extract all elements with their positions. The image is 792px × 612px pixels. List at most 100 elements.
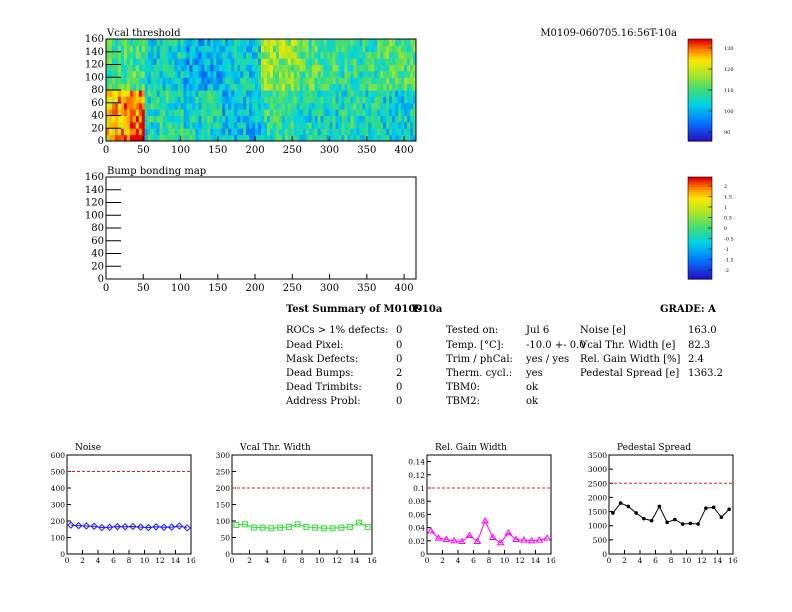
heatmap-cell bbox=[374, 134, 378, 142]
heatmap-cell bbox=[213, 128, 217, 136]
heatmap-cell bbox=[383, 102, 387, 110]
heatmap-cell bbox=[168, 39, 173, 46]
heatmap-cell bbox=[252, 51, 256, 59]
heatmap-cell bbox=[275, 77, 280, 85]
heatmap-cell bbox=[344, 39, 348, 46]
heatmap-cell bbox=[344, 102, 348, 110]
heatmap-cell bbox=[123, 39, 128, 46]
heatmap-cell bbox=[201, 102, 205, 110]
heatmap-cell bbox=[296, 134, 301, 142]
heatmap-cell bbox=[201, 128, 205, 136]
heatmap-cell bbox=[114, 96, 119, 104]
palette-segment bbox=[688, 90, 712, 94]
data-point bbox=[320, 525, 327, 532]
heatmap-cell bbox=[263, 83, 268, 91]
heatmap-cell bbox=[243, 83, 247, 91]
heatmap-cell bbox=[261, 51, 265, 59]
heatmap-cell bbox=[186, 90, 190, 97]
heatmap-cell bbox=[284, 51, 289, 59]
heatmap-cell bbox=[341, 90, 345, 97]
heatmap-cell bbox=[320, 96, 325, 104]
heatmap-cell bbox=[281, 70, 286, 78]
heatmap-cell bbox=[317, 121, 322, 129]
heatmap-cell bbox=[326, 121, 331, 129]
heatmap-cell bbox=[117, 128, 122, 136]
heatmap-cell bbox=[386, 115, 390, 123]
heatmap-cell bbox=[207, 77, 211, 85]
heatmap-cell bbox=[341, 109, 345, 116]
data-point bbox=[167, 523, 176, 531]
heatmap-cell bbox=[195, 58, 199, 65]
heatmap-cell bbox=[219, 128, 223, 136]
heatmap-cell bbox=[141, 109, 146, 116]
palette-label: 0 bbox=[724, 226, 727, 232]
heatmap-cell bbox=[174, 90, 179, 97]
heatmap-cell bbox=[135, 45, 140, 53]
defect-label: ROCs > 1% defects: bbox=[286, 325, 389, 336]
heatmap-cell bbox=[231, 83, 235, 91]
heatmap-cell bbox=[404, 121, 408, 129]
heatmap-cell bbox=[186, 109, 190, 116]
heatmap-cell bbox=[395, 102, 399, 110]
heatmap-cell bbox=[305, 115, 310, 123]
heatmap-cell bbox=[392, 121, 396, 129]
palette-segment bbox=[688, 189, 712, 193]
condition-value: ok bbox=[526, 396, 539, 407]
heatmap-cell bbox=[356, 70, 360, 78]
heatmap-cell bbox=[165, 121, 170, 129]
data-point bbox=[113, 522, 122, 531]
heatmap-cell bbox=[392, 77, 396, 85]
heatmap-cell bbox=[195, 39, 199, 46]
heatmap-cell bbox=[189, 45, 193, 53]
vcal-threshold-map: 0 50 100 150 200 250 300 350 4000204060801001201… bbox=[85, 28, 734, 156]
heatmap-cell bbox=[395, 51, 399, 59]
heatmap-cell bbox=[269, 64, 274, 72]
heatmap-cell bbox=[308, 51, 313, 59]
palette-segment bbox=[688, 210, 712, 214]
heatmap-cell bbox=[186, 77, 190, 85]
heatmap-cell bbox=[353, 45, 357, 53]
heatmap-cell bbox=[147, 51, 152, 59]
heatmap-cell bbox=[111, 58, 116, 65]
heatmap-cell bbox=[263, 45, 268, 53]
heatmap-cell bbox=[380, 134, 384, 142]
heatmap-cell bbox=[383, 51, 387, 59]
heatmap-cell bbox=[398, 45, 402, 53]
heatmap-cell bbox=[362, 70, 366, 78]
heatmap-cell bbox=[332, 96, 337, 104]
heatmap-cell bbox=[287, 77, 292, 85]
heatmap-cell bbox=[407, 134, 411, 142]
heatmap-cell bbox=[338, 128, 342, 136]
palette-segment bbox=[688, 187, 712, 191]
heatmap-cell bbox=[317, 70, 322, 78]
heatmap-cell bbox=[147, 39, 152, 46]
heatmap-cell bbox=[299, 39, 304, 46]
heatmap-cell bbox=[168, 121, 173, 129]
y-tick-label: 60 bbox=[91, 98, 104, 109]
heatmap-cell bbox=[317, 90, 322, 97]
heatmap-cell bbox=[120, 134, 125, 142]
heatmap-cell bbox=[183, 51, 187, 59]
data-point bbox=[285, 523, 292, 530]
heatmap-cell bbox=[171, 128, 176, 136]
heatmap-cell bbox=[186, 51, 190, 59]
heatmap-cell bbox=[302, 109, 307, 116]
data-point bbox=[329, 525, 336, 532]
heatmap-cell bbox=[117, 64, 122, 72]
heatmap-cell bbox=[281, 115, 286, 123]
heatmap-cell bbox=[359, 51, 363, 59]
heatmap-cell bbox=[308, 109, 313, 116]
heatmap-cell bbox=[401, 96, 405, 104]
heatmap-cell bbox=[192, 134, 196, 142]
palette-segment bbox=[688, 205, 712, 209]
heatmap-cell bbox=[395, 70, 399, 78]
heatmap-cell bbox=[216, 51, 220, 59]
heatmap-cell bbox=[299, 45, 304, 53]
heatmap-cell bbox=[222, 39, 226, 46]
heatmap-cell bbox=[111, 90, 116, 97]
heatmap-cell bbox=[201, 58, 205, 65]
heatmap-cell bbox=[323, 58, 328, 65]
heatmap-cell bbox=[255, 134, 259, 142]
heatmap-cell bbox=[111, 39, 116, 46]
